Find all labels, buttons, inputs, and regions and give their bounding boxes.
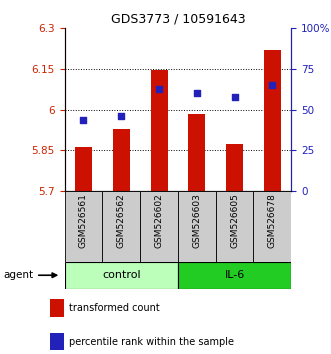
- Bar: [216, 191, 254, 262]
- Bar: [140, 191, 178, 262]
- Title: GDS3773 / 10591643: GDS3773 / 10591643: [111, 13, 245, 26]
- Bar: [75, 147, 92, 191]
- Text: percentile rank within the sample: percentile rank within the sample: [69, 337, 234, 347]
- Text: transformed count: transformed count: [69, 303, 160, 313]
- Text: GSM526678: GSM526678: [268, 193, 277, 248]
- Bar: [188, 114, 205, 191]
- Bar: [151, 70, 167, 191]
- Bar: [113, 129, 130, 191]
- Text: GSM526603: GSM526603: [192, 193, 201, 248]
- Text: control: control: [102, 270, 141, 280]
- Point: [232, 94, 237, 99]
- Bar: [65, 262, 178, 289]
- Point: [81, 117, 86, 122]
- Bar: [50, 299, 64, 317]
- Bar: [102, 191, 140, 262]
- Point: [270, 82, 275, 88]
- Bar: [226, 144, 243, 191]
- Text: GSM526605: GSM526605: [230, 193, 239, 248]
- Bar: [178, 262, 291, 289]
- Bar: [254, 191, 291, 262]
- Text: GSM526602: GSM526602: [155, 193, 164, 248]
- Text: GSM526561: GSM526561: [79, 193, 88, 248]
- Bar: [65, 191, 102, 262]
- Bar: [264, 50, 281, 191]
- Point: [118, 113, 124, 119]
- Point: [194, 91, 200, 96]
- Bar: [178, 191, 216, 262]
- Bar: [50, 333, 64, 350]
- Text: IL-6: IL-6: [224, 270, 245, 280]
- Point: [156, 86, 162, 91]
- Text: GSM526562: GSM526562: [117, 193, 126, 248]
- Text: agent: agent: [3, 270, 33, 280]
